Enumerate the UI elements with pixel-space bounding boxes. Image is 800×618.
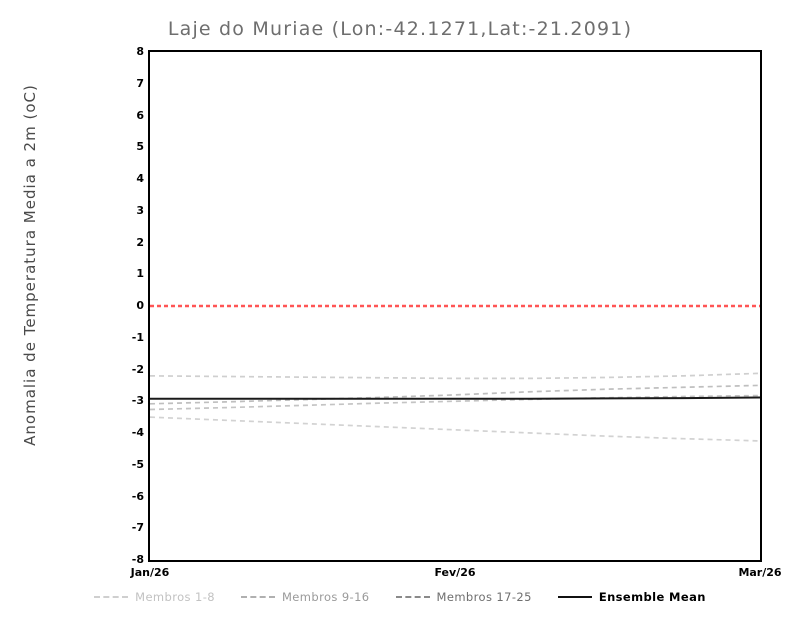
legend-item[interactable]: Membros 17-25 bbox=[395, 590, 532, 604]
y-tick-label: -6 bbox=[131, 489, 144, 503]
legend-item[interactable]: Ensemble Mean bbox=[557, 590, 706, 604]
legend-swatch bbox=[557, 596, 592, 598]
x-tick-label: Jan/26 bbox=[130, 566, 170, 579]
legend-label: Ensemble Mean bbox=[598, 590, 706, 604]
chart-title: Laje do Muriae (Lon:-42.1271,Lat:-21.209… bbox=[167, 18, 633, 40]
legend-swatch bbox=[240, 596, 275, 598]
legend-swatch bbox=[395, 596, 430, 598]
legend-item[interactable]: Membros 9-16 bbox=[240, 590, 370, 604]
y-tick-label: 4 bbox=[136, 172, 144, 185]
y-tick-label: 7 bbox=[136, 76, 144, 90]
y-tick-label: -8 bbox=[131, 553, 144, 566]
y-tick-label: -1 bbox=[131, 330, 144, 344]
x-tick-label: Fev/26 bbox=[434, 566, 476, 579]
y-tick-label: 1 bbox=[136, 267, 144, 281]
y-tick-label: -3 bbox=[131, 394, 144, 408]
y-tick-label: 2 bbox=[136, 235, 144, 249]
member-line bbox=[150, 394, 760, 411]
legend-label: Membros 17-25 bbox=[436, 590, 532, 604]
plot-area bbox=[148, 50, 762, 562]
chart-legend: Membros 1-8 Membros 9-16 Membros 17-25 Ense… bbox=[0, 586, 800, 608]
member-line bbox=[150, 416, 760, 442]
member-line bbox=[150, 384, 760, 405]
y-tick-label: -7 bbox=[131, 521, 144, 535]
y-tick-label: 5 bbox=[136, 140, 144, 154]
legend-item[interactable]: Membros 1-8 bbox=[94, 590, 215, 604]
y-tick-label: 0 bbox=[136, 299, 144, 312]
y-tick-label: -4 bbox=[131, 426, 144, 439]
legend-label: Membros 1-8 bbox=[135, 590, 215, 604]
y-tick-label: -5 bbox=[131, 457, 144, 471]
legend-label: Membros 9-16 bbox=[281, 590, 370, 604]
y-tick-label: 6 bbox=[136, 108, 144, 122]
y-axis-title: Anomalia de Temperatura Media a 2m (oC) bbox=[21, 84, 39, 446]
x-tick-label: Mar/26 bbox=[738, 566, 782, 579]
ensemble-mean-line bbox=[150, 396, 760, 400]
legend-swatch bbox=[94, 596, 129, 598]
y-tick-label: 3 bbox=[136, 203, 144, 217]
y-tick-label: 8 bbox=[136, 45, 144, 58]
y-tick-label: -2 bbox=[131, 362, 144, 376]
member-line bbox=[150, 372, 760, 380]
series-lines bbox=[150, 304, 760, 442]
